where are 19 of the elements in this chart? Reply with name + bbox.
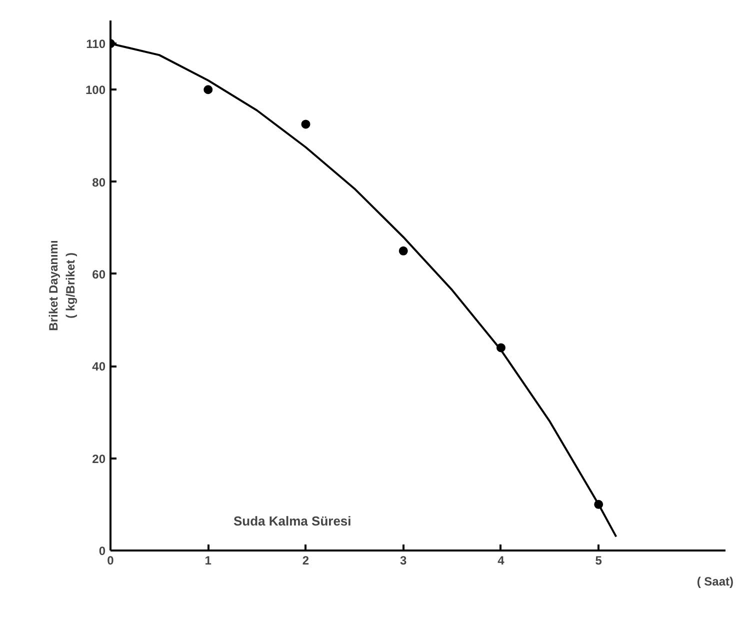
x-tick-label: 2	[302, 554, 310, 568]
x-tick-label: 5	[595, 554, 602, 568]
y-tick-label: 40	[92, 360, 106, 374]
x-tick-label: 1	[204, 554, 212, 568]
x-tick-label: 3	[400, 554, 408, 568]
y-tick-label: 60	[92, 267, 106, 282]
text: ( Saat)	[696, 574, 734, 588]
point	[301, 120, 310, 129]
x-axis-title: Suda Kalma Süresi	[234, 514, 352, 528]
point	[204, 85, 213, 94]
y-tick-label: 20	[92, 452, 106, 466]
point	[398, 246, 408, 256]
y-axis-title: Briket Dayanımı ( kg/Briket )	[46, 240, 78, 331]
x-tick-label: 4	[498, 554, 505, 568]
y-tick-label: 80	[92, 175, 106, 190]
y-tick-label: 0	[98, 544, 106, 558]
y-tick-label: 110	[86, 37, 106, 52]
y-tick-label: 100	[85, 83, 106, 98]
x-tick-label: 0	[107, 554, 114, 568]
